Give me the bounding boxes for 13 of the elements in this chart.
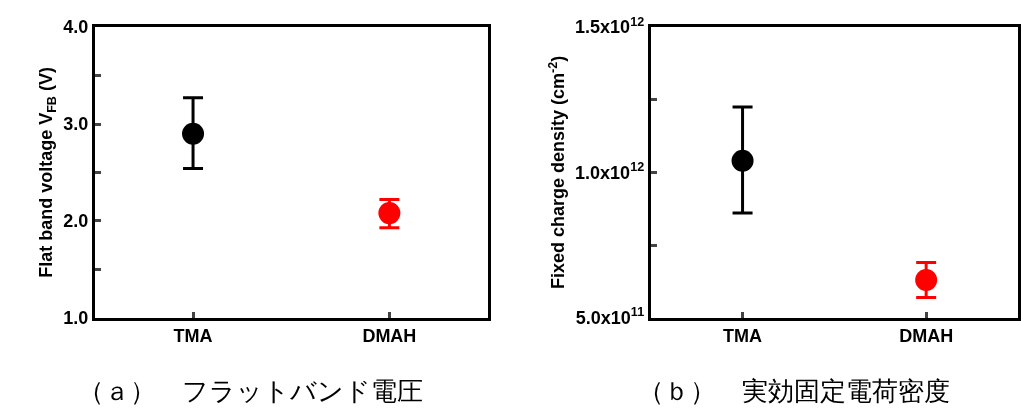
x-tick-label: TMA (723, 326, 763, 347)
y-tick-label: 1.5x10$^{12}$ (575, 14, 645, 38)
x-tick-label: TMA (173, 326, 213, 347)
y-tick-label: 4.0 (63, 17, 89, 38)
x-tick-label: DMAH (899, 326, 954, 347)
text: （ｂ） 実効固定電荷密度 (638, 376, 950, 406)
y-tick-label: 1.0x10$^{12}$ (575, 160, 645, 183)
y-tick-label: 3.0 (63, 114, 89, 135)
y-tick-label: 2.0 (63, 211, 89, 232)
x-tick-label: DMAH (362, 326, 417, 347)
text: （ａ） フラットバンド電圧 (78, 376, 423, 406)
y-tick-label: 1.0 (63, 308, 89, 329)
y-tick-label: 5.0x10$^{11}$ (575, 305, 645, 329)
